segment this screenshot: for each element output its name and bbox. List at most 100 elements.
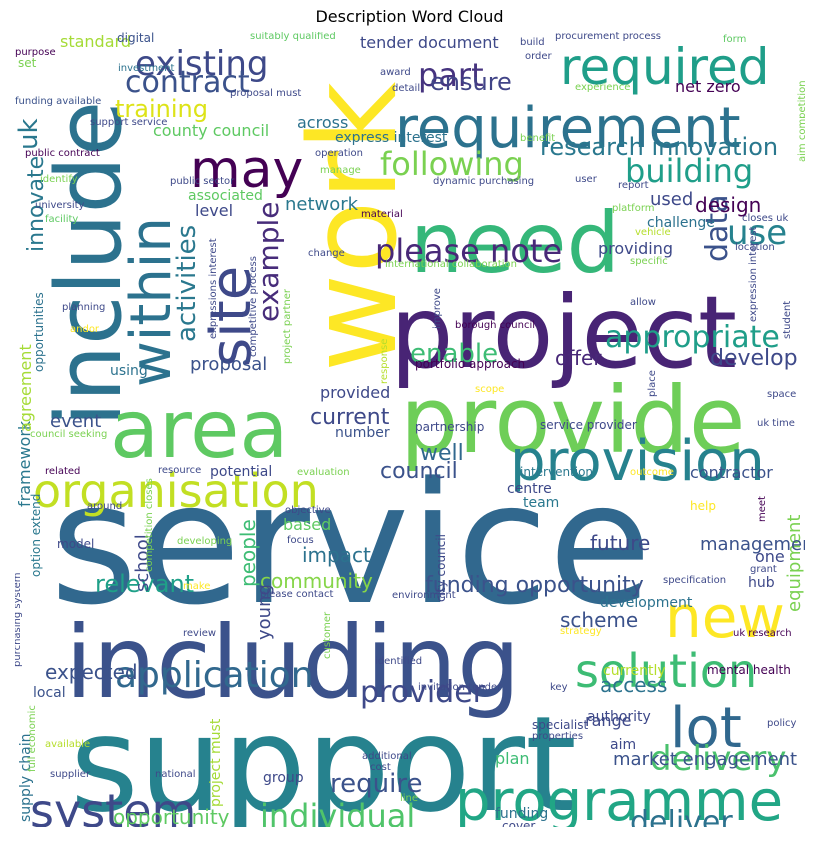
word-manage: manage [320, 165, 361, 176]
word-programme: programme [455, 769, 783, 827]
word-report: report [618, 180, 649, 191]
word-related: related [45, 466, 80, 477]
word-ensure: ensure [430, 68, 512, 96]
word-access: access [600, 673, 667, 697]
word-evaluation: evaluation [297, 467, 350, 478]
chart-title: Description Word Cloud [315, 7, 504, 26]
word-identify: identify [40, 174, 78, 185]
word-provide: provide [400, 367, 746, 474]
word-scheme: scheme [560, 608, 638, 632]
word-make: make [183, 581, 210, 592]
word-specialist: specialist [532, 718, 588, 732]
word-young: young [254, 584, 275, 640]
word-experience: experience [575, 82, 630, 93]
word-currently: currently [603, 663, 666, 679]
word-grant: grant [750, 564, 777, 575]
word-platform: platform [612, 203, 655, 214]
word-project: project [390, 274, 737, 391]
word-student: student [782, 301, 793, 339]
word-cloud-svg: service support work including project includ… [15, 32, 805, 827]
word-lot: lot [670, 696, 742, 761]
word-supply-chain: supply chain [18, 734, 34, 822]
word-across: across [297, 113, 348, 132]
word-well: well [420, 441, 464, 466]
word-current: current [310, 405, 390, 430]
word-within: within [119, 217, 184, 387]
word-funding: funding [495, 806, 548, 822]
word-mental-health: mental health [707, 663, 791, 677]
word-city-council: city council [434, 534, 448, 602]
word-competition-closes: competition closes [144, 478, 155, 572]
word-benefit: benefit [520, 133, 555, 144]
word-innovate: innovate [24, 156, 49, 252]
word-suitably-qualified: suitably qualified [250, 32, 336, 42]
word-material: material [361, 209, 403, 220]
word-provision: provision [510, 429, 765, 494]
word-digital: digital [117, 32, 154, 45]
word-enable: enable [410, 339, 498, 369]
word-dynamic-purchasing: dynamic purchasing [433, 176, 534, 187]
word-public-contract: public contract [25, 148, 100, 159]
word-new: new [665, 583, 785, 651]
word-contract: contract [125, 65, 250, 100]
word-existing: existing [135, 44, 269, 84]
word-equipment: equipment [784, 515, 805, 612]
word-used: used [650, 189, 693, 210]
word-agreement: agreement [16, 344, 35, 432]
word-option-extend: option extend [29, 494, 43, 577]
word-funding-available: funding available [15, 96, 101, 107]
word-opportunity: opportunity [113, 805, 230, 827]
word-require: require [330, 769, 422, 799]
word-set: set [18, 56, 37, 70]
word-offer: offer [555, 346, 602, 370]
word-school: school [132, 534, 153, 592]
word-proposal: proposal [190, 354, 267, 375]
word-competitive-process: competitive process [248, 256, 259, 357]
word-portfolio-approach: portfolio approach [415, 357, 525, 371]
word-key: key [550, 682, 568, 693]
word-using: using [110, 363, 148, 379]
word-management: management [700, 534, 805, 555]
word-expected: expected [45, 660, 138, 684]
word-form: form [723, 34, 746, 45]
word-net-zero: net zero [675, 77, 741, 96]
word-location: location [735, 242, 775, 253]
word-borough-council: borough council [455, 320, 535, 331]
word-research-innovation: research innovation [540, 133, 778, 161]
word-county-council: county council [153, 121, 269, 140]
word-resource: resource [158, 465, 201, 476]
word-cloud-area: service support work including project includ… [15, 32, 805, 827]
word-support: support [70, 688, 577, 827]
word-expression-interest: expression interest [748, 226, 759, 322]
word-order: order [525, 51, 553, 62]
word-international-collaboration: international collaboration [385, 259, 517, 270]
word-public-sector: public sector [170, 176, 235, 187]
word-funding-opportunity: funding opportunity [425, 573, 644, 598]
word-build: build [520, 37, 545, 48]
word-framework: framework [15, 420, 34, 507]
word-review: review [183, 628, 216, 639]
word-outcome: outcome [630, 467, 674, 478]
word-use: use [727, 213, 787, 253]
word-partnership: partnership [415, 420, 484, 434]
word-planning: planning [62, 302, 105, 313]
word-allow: allow [630, 297, 656, 308]
word-procurement-process: procurement process [555, 32, 661, 42]
word-project-must: project must [208, 718, 224, 807]
word-part: part [418, 56, 484, 94]
word-required: required [560, 38, 770, 96]
word-standard: standard [60, 32, 131, 51]
word-support-service: support service [90, 117, 167, 128]
word-project-partner: project partner [282, 288, 293, 364]
word-based: based [283, 515, 331, 534]
word-number: number [335, 425, 390, 441]
word-council: council [380, 459, 458, 484]
word-individual: individual [260, 797, 415, 827]
word-purpose: purpose [15, 47, 56, 58]
word-local: local [33, 685, 66, 701]
word-aim-competition: aim competition [797, 80, 805, 162]
word-level: level [195, 201, 233, 220]
word-please-note: please note [375, 232, 562, 270]
word-market-engagement: market engagement [613, 749, 797, 770]
word-detail: detail [392, 83, 420, 94]
